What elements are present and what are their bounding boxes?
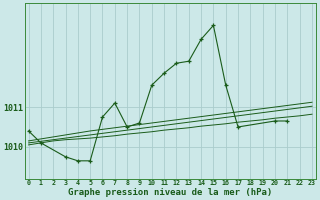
X-axis label: Graphe pression niveau de la mer (hPa): Graphe pression niveau de la mer (hPa) (68, 188, 272, 197)
